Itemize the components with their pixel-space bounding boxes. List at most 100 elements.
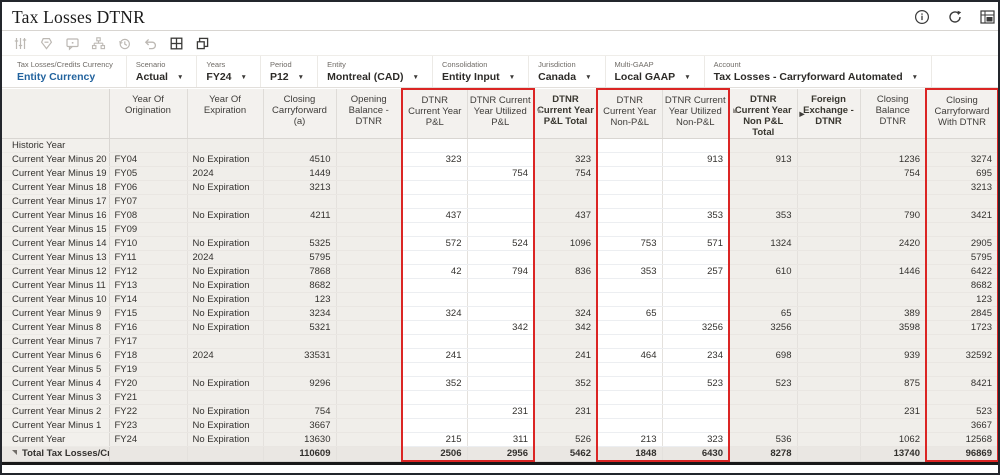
grid-cell[interactable]: 65	[596, 306, 663, 321]
grid-cell[interactable]: 311	[467, 432, 535, 447]
grid-cell[interactable]	[662, 166, 730, 181]
grid-cell[interactable]	[467, 376, 535, 391]
grid-cell[interactable]	[596, 376, 663, 391]
grid-cell[interactable]	[401, 390, 468, 405]
grid-cell[interactable]: 572	[401, 236, 468, 251]
pov-value-jurisdiction[interactable]: Canada ▼	[538, 71, 591, 83]
grid-cell[interactable]	[596, 362, 663, 377]
column-header-dtnr-current-year-utilized-non-p-l[interactable]: DTNR Current Year Utilized Non-P&L	[662, 88, 730, 139]
grid-cell[interactable]: 213	[596, 432, 663, 447]
grid-cell[interactable]: 524	[467, 236, 535, 251]
undo-icon[interactable]	[142, 35, 158, 51]
grid-cell[interactable]	[662, 334, 730, 349]
grid-cell[interactable]	[662, 362, 730, 377]
grid-cell[interactable]	[467, 138, 535, 153]
grid-cell[interactable]	[467, 306, 535, 321]
column-header-dtnr-current-year-p-l-total[interactable]: DTNR Current Year P&L Total	[534, 89, 598, 139]
grid-cell[interactable]	[401, 166, 468, 181]
pov-value-tax-losses-credits-currency[interactable]: Entity Currency	[17, 71, 113, 83]
grid-cell[interactable]: 234	[662, 348, 730, 363]
grid-cell[interactable]: 241	[401, 348, 468, 363]
dropdown-arrow-icon[interactable]: ▼	[412, 73, 419, 81]
approvals-stamp-icon[interactable]	[38, 35, 54, 51]
grid-cell[interactable]: 42	[401, 264, 468, 279]
grid-cell[interactable]: 571	[662, 236, 730, 251]
grid-cell[interactable]: 323	[401, 152, 468, 167]
column-header-dtnr-current-year-utilized-p-l[interactable]: DTNR Current Year Utilized P&L	[467, 88, 535, 139]
grid-cell[interactable]	[401, 222, 468, 237]
grid-cell[interactable]	[596, 292, 663, 307]
grid-cell[interactable]	[401, 278, 468, 293]
grid-cell[interactable]	[662, 278, 730, 293]
grid-cell[interactable]	[467, 152, 535, 167]
grid-cell[interactable]	[401, 292, 468, 307]
pov-value-period[interactable]: P12 ▼	[270, 71, 304, 83]
grid-cell[interactable]	[467, 418, 535, 433]
grid-cell[interactable]	[596, 404, 663, 419]
grid-cell[interactable]	[467, 278, 535, 293]
pov-value-account[interactable]: Tax Losses - Carryforward Automated ▼	[714, 71, 918, 83]
grid-cell[interactable]	[596, 390, 663, 405]
grid-cell[interactable]: 2956	[467, 446, 535, 462]
pov-value-multi-gaap[interactable]: Local GAAP ▼	[615, 71, 691, 83]
grid-cell[interactable]: 754	[467, 166, 535, 181]
dropdown-arrow-icon[interactable]: ▼	[684, 73, 691, 81]
freeze-panes-icon[interactable]	[194, 35, 210, 51]
hierarchy-icon[interactable]	[90, 35, 106, 51]
grid-cell[interactable]: 913	[662, 152, 730, 167]
expand-icon[interactable]: ▶	[799, 111, 805, 118]
grid-cell[interactable]	[401, 404, 468, 419]
column-header-dtnr-current-year-p-l[interactable]: DTNR Current Year P&L	[401, 88, 468, 139]
pov-value-years[interactable]: FY24 ▼	[206, 71, 247, 83]
collapse-icon[interactable]	[12, 450, 17, 456]
grid-cell[interactable]	[401, 194, 468, 209]
pov-value-consolidation[interactable]: Entity Input ▼	[442, 71, 515, 83]
grid-cell[interactable]	[467, 180, 535, 195]
grid-cell[interactable]	[467, 194, 535, 209]
dropdown-arrow-icon[interactable]: ▼	[508, 73, 516, 81]
grid-cell[interactable]	[401, 180, 468, 195]
grid-cell[interactable]	[662, 194, 730, 209]
grid-cell[interactable]	[401, 362, 468, 377]
grid-cell[interactable]	[662, 250, 730, 265]
grid-cell[interactable]	[401, 320, 468, 335]
grid-cell[interactable]	[467, 208, 535, 223]
grid-cell[interactable]	[596, 222, 663, 237]
grid-cell[interactable]	[467, 250, 535, 265]
adjust-sliders-icon[interactable]	[12, 35, 28, 51]
grid-cell[interactable]	[596, 334, 663, 349]
grid-cell[interactable]	[596, 278, 663, 293]
dropdown-arrow-icon[interactable]: ▼	[176, 73, 184, 81]
grid-cell[interactable]: 323	[662, 432, 730, 447]
grid-cell[interactable]	[467, 222, 535, 237]
grid-cell[interactable]: 437	[401, 208, 468, 223]
grid-cell[interactable]: 231	[467, 404, 535, 419]
grid-cell[interactable]: 794	[467, 264, 535, 279]
column-header-year-of-expiration[interactable]: Year Of Expiration	[187, 89, 264, 139]
grid-cell[interactable]	[401, 334, 468, 349]
grid-cell[interactable]	[596, 152, 663, 167]
column-header-closing-carryforward-a[interactable]: Closing Carryforward (a)	[263, 89, 337, 139]
column-header-closing-carryforward-with-dtnr[interactable]: Closing Carryforward With DTNR	[925, 88, 998, 139]
column-header-opening-balance-dtnr[interactable]: Opening Balance - DTNR	[336, 89, 403, 139]
grid-cell[interactable]	[596, 320, 663, 335]
grid-cell[interactable]: 353	[662, 208, 730, 223]
info-icon[interactable]	[914, 9, 930, 25]
grid-cell[interactable]	[467, 334, 535, 349]
grid-cell[interactable]	[401, 138, 468, 153]
grid-cell[interactable]: 3256	[662, 320, 730, 335]
grid-cell[interactable]: 353	[596, 264, 663, 279]
grid-cell[interactable]: 1848	[596, 446, 663, 462]
grid-cell[interactable]	[467, 292, 535, 307]
grid-cell[interactable]: 464	[596, 348, 663, 363]
grid-cell[interactable]: 215	[401, 432, 468, 447]
history-icon[interactable]	[116, 35, 132, 51]
grid-cell[interactable]: 324	[401, 306, 468, 321]
column-header-year-of-origination[interactable]: Year Of Origination	[109, 89, 188, 139]
column-header-dtnr-current-year-non-p-l[interactable]: DTNR Current Year Non-P&L	[596, 88, 663, 139]
grid-cell[interactable]: 352	[401, 376, 468, 391]
grid-cell[interactable]: 523	[662, 376, 730, 391]
column-header-foreign-exchange-dtnr[interactable]: ▶ Foreign Exchange - DTNR	[797, 89, 861, 139]
grid-cell[interactable]	[596, 208, 663, 223]
grid-cell[interactable]	[662, 222, 730, 237]
